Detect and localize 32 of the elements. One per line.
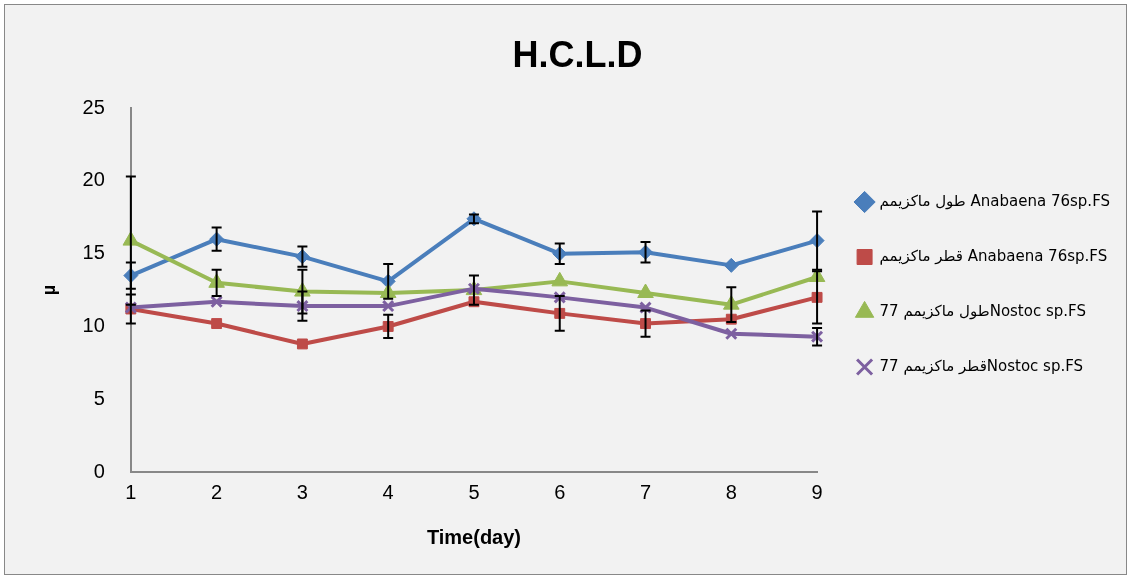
point (637, 283, 654, 299)
x-axis-title: Time(day) (426, 525, 522, 548)
y-tick-label: 0 (93, 459, 105, 482)
x-tick-label: 8 (725, 480, 737, 503)
y-axis-title: µ (38, 284, 59, 296)
y-tick-label: 5 (93, 386, 105, 409)
point (810, 330, 824, 344)
y-tick-label: 10 (82, 314, 105, 336)
point (723, 257, 739, 273)
x-tick-label: 5 (468, 480, 480, 503)
y-tick-label: 20 (82, 168, 105, 191)
x-tick-label: 2 (211, 480, 223, 503)
x-tick-label: 3 (296, 480, 308, 503)
point (724, 327, 738, 341)
x-tick-label: 1 (125, 480, 137, 503)
point (296, 338, 308, 350)
point (211, 318, 223, 330)
point (210, 295, 224, 309)
x-tick-label: 4 (382, 480, 394, 503)
y-tick-label: 25 (82, 95, 105, 118)
point (381, 299, 395, 313)
x-tick-label: 7 (639, 480, 652, 503)
x-tick-label: 9 (811, 480, 823, 503)
point (295, 299, 309, 313)
chart-title: H.C.L.D (512, 33, 643, 75)
point (551, 271, 569, 287)
legend-label: قطر ماكزيمم Anabaena 76sp.FS (879, 246, 1108, 265)
x-tick-label: 6 (554, 480, 566, 503)
legend-label: قطر ماكزيمم 77Nostoc sp.FS (879, 356, 1084, 375)
legend-label: طول ماكزيمم Anabaena 76sp.FS (879, 191, 1111, 210)
y-tick-label: 15 (82, 241, 105, 264)
legend-label: طول ماكزيمم 77Nostoc sp.FS (879, 301, 1086, 320)
